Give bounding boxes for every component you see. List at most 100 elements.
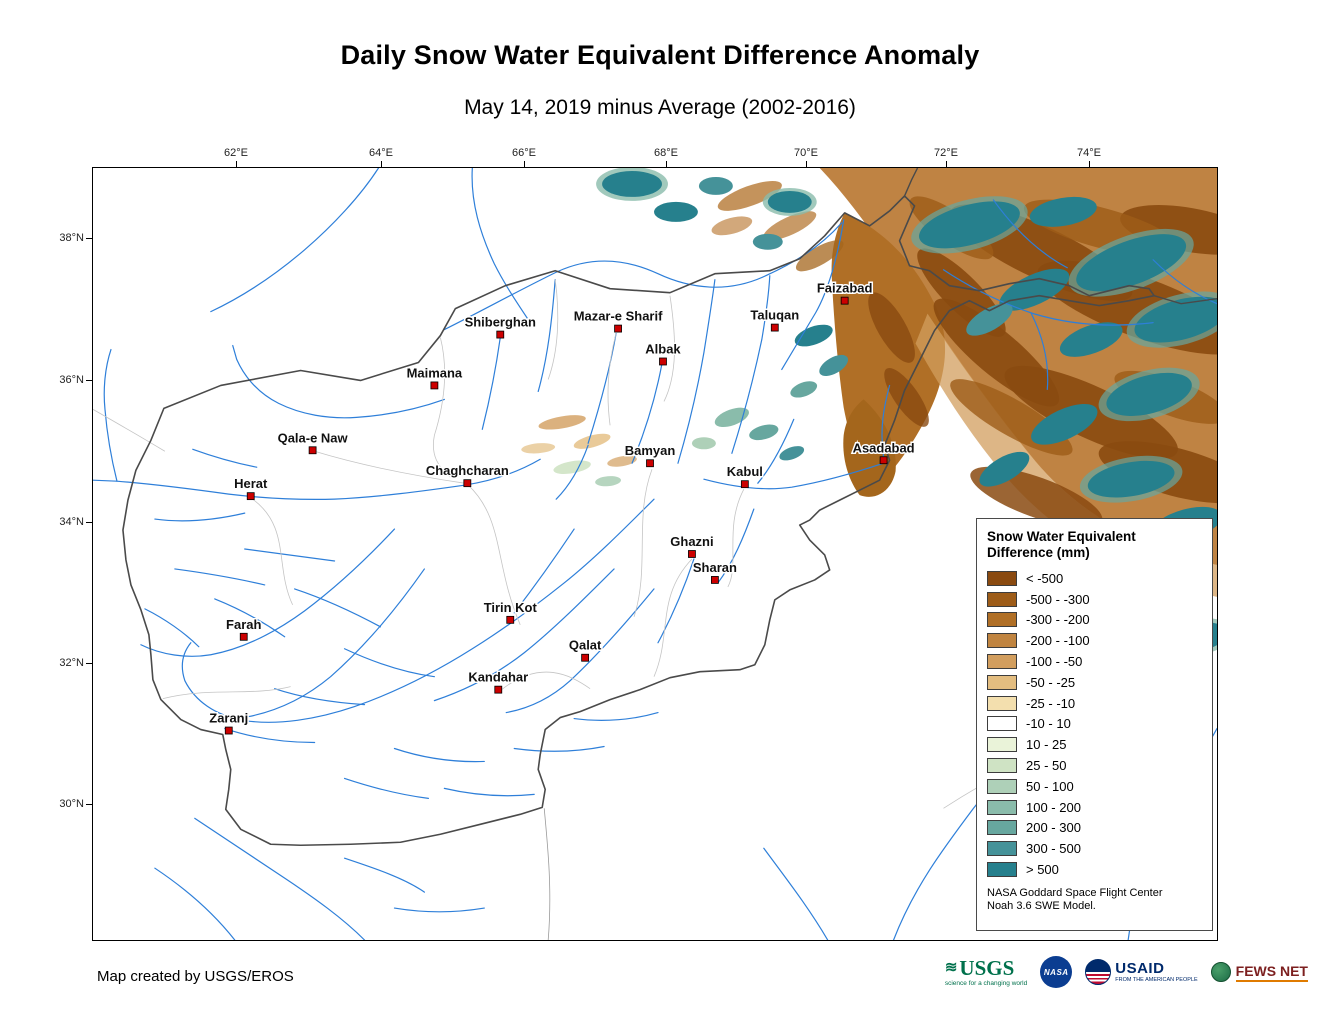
admin-boundary — [93, 409, 166, 452]
terrain-patch — [767, 190, 812, 213]
city-albak: Albak — [644, 340, 683, 366]
legend-swatch — [987, 862, 1017, 878]
river — [144, 608, 200, 648]
latitude-label: 34°N — [59, 516, 84, 528]
legend-entry-label: -500 - -300 — [1026, 591, 1090, 607]
city-asadabad: Asadabad — [851, 439, 916, 465]
city-qala-e-naw: Qala-e Naw — [276, 429, 350, 455]
city-label: Kandahar — [468, 670, 528, 685]
legend-entry-label: -100 - -50 — [1026, 654, 1083, 670]
city-marker — [770, 323, 779, 332]
river — [587, 332, 617, 444]
longitude-label: 68°E — [654, 147, 678, 159]
city-zaranj: Zaranj — [208, 709, 250, 735]
river — [1152, 259, 1217, 305]
river — [481, 336, 501, 430]
city-kandahar: Kandahar — [467, 668, 530, 694]
legend-entry: > 500 — [987, 859, 1202, 880]
city-label: Maimana — [407, 365, 463, 380]
river — [174, 568, 266, 586]
admin-boundary — [162, 686, 291, 700]
city-farah: Farah — [225, 615, 263, 641]
city-mazar-e-sharif: Mazar-e Sharif — [572, 307, 665, 333]
terrain-patch — [573, 433, 611, 449]
legend-title-line2: Difference (mm) — [987, 545, 1090, 560]
axis-tick — [381, 161, 382, 167]
terrain-patch — [595, 476, 622, 487]
river — [232, 344, 445, 419]
river — [537, 279, 556, 393]
legend-entry: -50 - -25 — [987, 672, 1202, 693]
city-label: Faizabad — [817, 281, 873, 296]
city-marker — [224, 726, 233, 735]
city-marker — [840, 296, 849, 305]
nasa-logo-text: NASA — [1043, 967, 1069, 977]
admin-boundary — [727, 488, 745, 588]
footer-logos: ≋ USGS science for a changing world NASA… — [945, 956, 1308, 988]
city-ghazni: Ghazni — [669, 533, 715, 558]
terrain-patch — [752, 233, 783, 250]
admin-boundary — [468, 484, 521, 625]
legend-entry: < -500 — [987, 568, 1202, 589]
terrain-patch — [979, 451, 1030, 487]
legend-entry: 25 - 50 — [987, 755, 1202, 776]
river — [248, 568, 426, 718]
legend-entry-label: 200 - 300 — [1026, 820, 1081, 836]
map-credit: Map created by USGS/EROS — [97, 968, 294, 985]
axis-tick — [86, 380, 92, 381]
river — [881, 384, 891, 458]
river — [942, 269, 1154, 326]
river — [573, 711, 659, 721]
legend-swatch — [987, 737, 1017, 753]
river — [214, 598, 286, 638]
city-marker — [581, 653, 590, 662]
city-marker — [463, 479, 472, 488]
city-marker — [239, 632, 248, 641]
river — [757, 418, 795, 484]
river — [443, 787, 535, 797]
city-label: Asadabad — [853, 440, 915, 455]
latitude-label: 30°N — [59, 798, 84, 810]
river — [192, 448, 258, 468]
river — [677, 279, 716, 464]
city-chaghcharan: Chaghcharan — [424, 462, 510, 488]
terrain-patch — [607, 455, 637, 467]
river — [433, 568, 615, 702]
terrain-patch — [698, 176, 733, 195]
legend-entry-label: 300 - 500 — [1026, 841, 1081, 857]
terrain-patch — [1134, 296, 1217, 343]
axis-tick — [86, 238, 92, 239]
longitude-label: 72°E — [934, 147, 958, 159]
terrain-patch — [691, 437, 716, 450]
latitude-label: 38°N — [59, 232, 84, 244]
city-label: Albak — [645, 342, 681, 357]
city-marker — [496, 330, 505, 339]
globe-icon — [1210, 962, 1231, 982]
terrain-patch — [654, 201, 698, 222]
latitude-label: 32°N — [59, 657, 84, 669]
fews-net-logo-text: FEWS NET — [1235, 963, 1308, 982]
neighbor-border — [903, 168, 919, 197]
terrain-patch — [794, 324, 833, 347]
admin-boundary — [543, 808, 551, 940]
city-label: Sharan — [693, 560, 737, 575]
city-label: Ghazni — [670, 534, 713, 549]
cities-layer: Faizabad Taluqan Mazar-e Sharif Shiberghan A… — [208, 279, 916, 735]
city-bamyan: Bamyan — [623, 442, 677, 468]
legend-swatch — [987, 716, 1017, 732]
terrain-patch — [868, 292, 915, 363]
city-label: Mazar-e Sharif — [574, 309, 663, 324]
legend-swatch — [987, 674, 1017, 690]
city-marker — [688, 550, 696, 558]
legend-entry: -25 - -10 — [987, 693, 1202, 714]
city-marker — [646, 459, 654, 468]
country-border-layer — [122, 168, 1217, 847]
admin-boundary — [663, 295, 675, 402]
legend-entry-label: -200 - -100 — [1026, 633, 1090, 649]
legend-swatch — [987, 778, 1017, 794]
river — [631, 362, 663, 464]
river — [992, 199, 1068, 269]
axis-tick — [236, 161, 237, 167]
legend-entry: -300 - -200 — [987, 610, 1202, 631]
admin-boundaries-layer — [93, 279, 1078, 940]
